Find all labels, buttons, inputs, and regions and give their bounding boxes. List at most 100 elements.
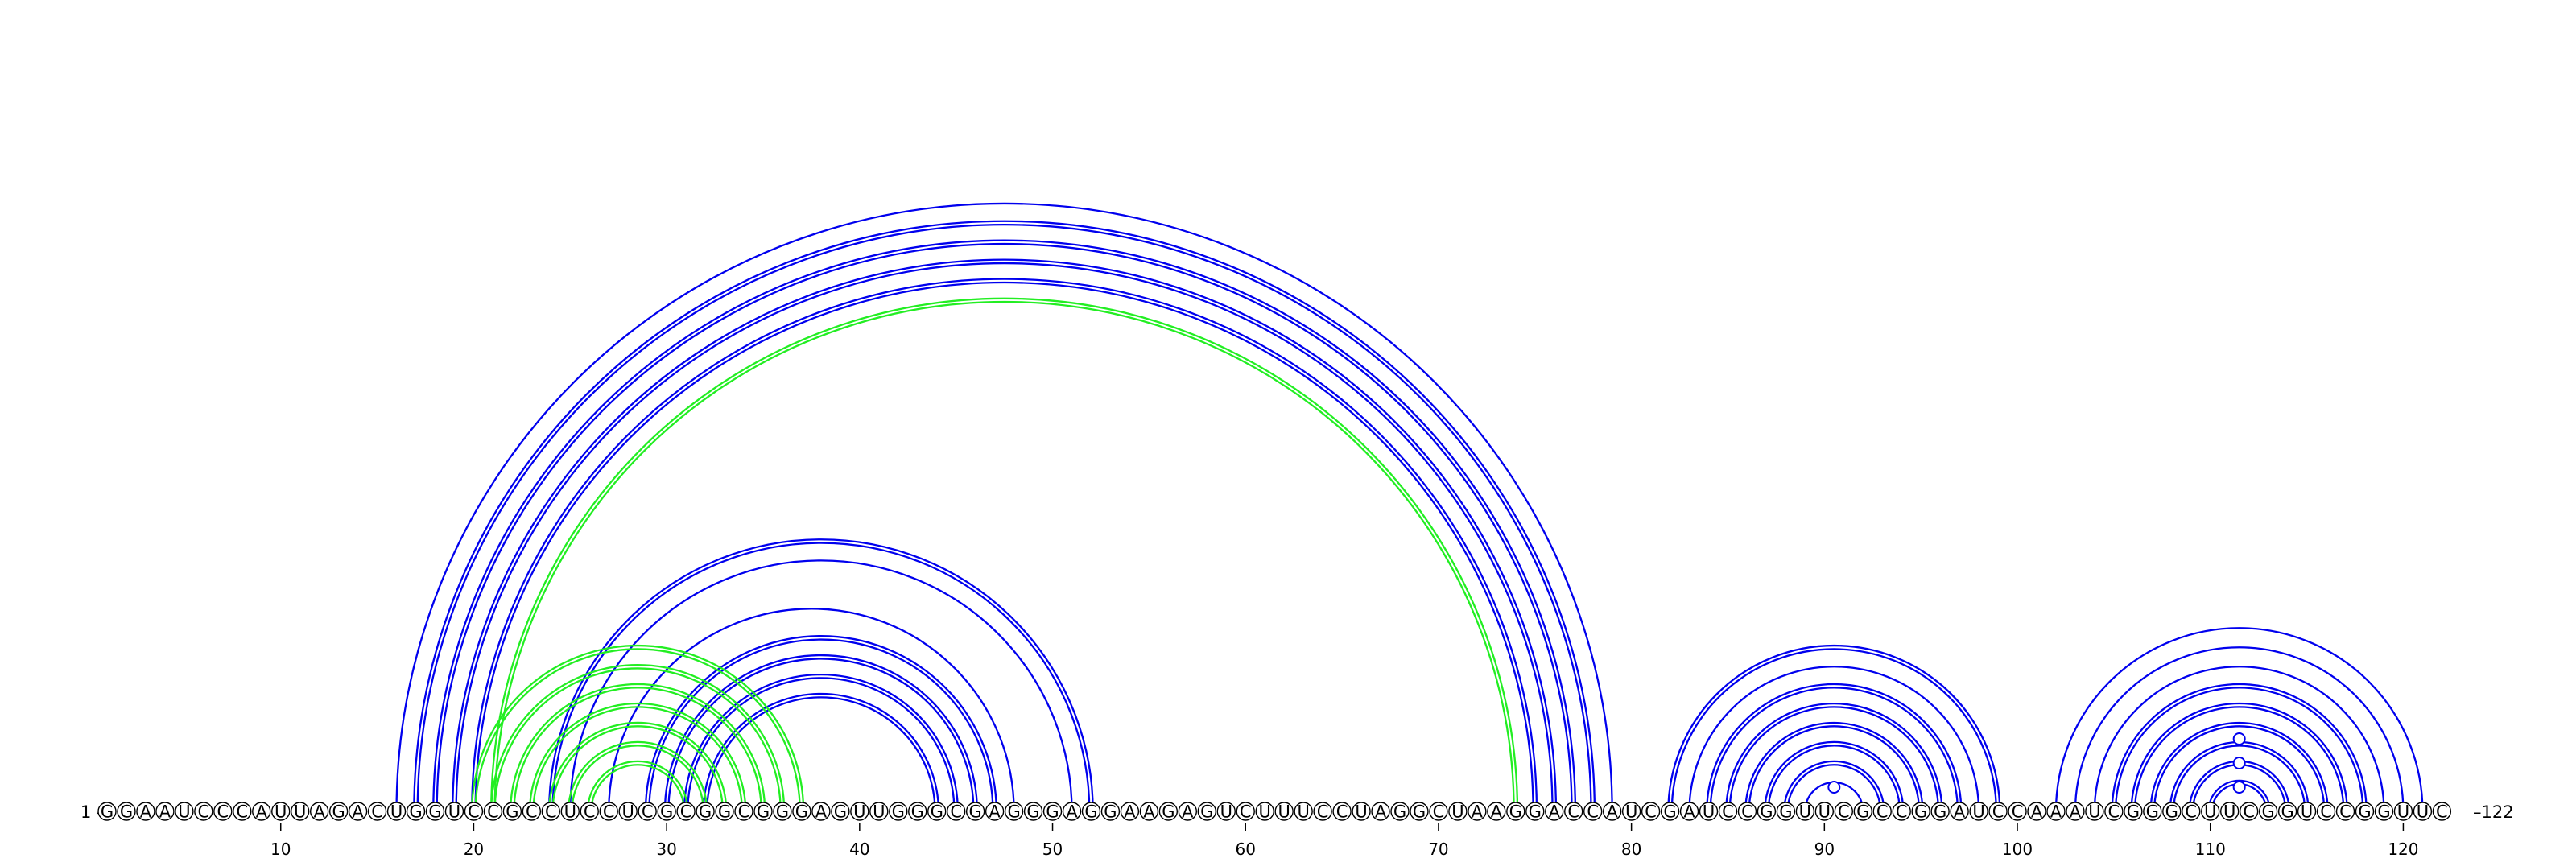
nucleotide-letter: A	[1143, 802, 1155, 822]
nucleotide-letter: A	[989, 802, 1001, 822]
base-pair-arc	[687, 677, 956, 812]
nucleotide-circle	[2277, 802, 2297, 821]
nucleotide-circle	[1255, 802, 1274, 821]
nucleotide: G	[696, 802, 715, 822]
nucleotide: C	[2316, 802, 2336, 822]
axis-tick-label: 100	[2002, 839, 2033, 858]
nucleotide-letter: C	[2185, 802, 2197, 822]
nucleotide-circle	[1062, 802, 1082, 821]
nucleotide-letter: A	[256, 802, 268, 822]
nucleotide-letter: U	[1259, 802, 1271, 822]
base-pair-arc	[648, 638, 994, 812]
nucleotide-circle	[753, 802, 773, 821]
nucleotide: G	[1776, 802, 1796, 822]
nucleotide-circle	[1468, 802, 1487, 821]
nucleotide: U	[1969, 802, 1988, 822]
nucleotide: C	[233, 802, 252, 822]
nucleotide: C	[1718, 802, 1738, 822]
nucleotide: C	[2432, 802, 2452, 822]
nucleotide-circle	[927, 802, 947, 821]
nucleotide: U	[175, 802, 194, 822]
axis-tick-label: 80	[1621, 839, 1641, 858]
nucleotide-circle	[811, 802, 831, 821]
nucleotide-circle	[1371, 802, 1390, 821]
nucleotide: C	[1641, 802, 1661, 822]
nucleotide-circle	[1795, 802, 1815, 821]
nucleotide-circle	[1930, 802, 1950, 821]
nucleotide-circle	[271, 802, 291, 821]
axis-tick-label: 110	[2195, 839, 2226, 858]
nucleotide: C	[1583, 802, 1603, 822]
nucleotide-circle	[1178, 802, 1198, 821]
nucleotide: U	[1216, 802, 1236, 822]
nucleotide: A	[309, 802, 329, 822]
base-pair-arc	[2153, 725, 2326, 812]
base-pair-arc	[455, 262, 1554, 812]
nucleotide: G	[1930, 802, 1950, 822]
nucleotide-letter: G	[2377, 802, 2390, 822]
nucleotide-circle	[1352, 802, 1371, 821]
nucleotide: C	[194, 802, 213, 822]
base-pair-arc	[528, 702, 747, 812]
nucleotide-circle	[1023, 802, 1043, 821]
nucleotide: A	[2066, 802, 2085, 822]
nucleotide-letter: G	[2261, 802, 2274, 822]
nucleotide-circle	[946, 802, 966, 821]
nucleotide-letter: A	[1472, 802, 1484, 822]
nucleotide-letter: U	[1220, 802, 1232, 822]
base-pair-arc	[1728, 706, 1940, 812]
nucleotide-letter: C	[642, 802, 654, 822]
base-pair-arc	[2133, 706, 2345, 812]
nucleotide-letter: C	[1992, 802, 2004, 822]
nucleotide: A	[1062, 802, 1082, 822]
nucleotide-letter: U	[1972, 802, 1984, 822]
nucleotide-circle	[1506, 802, 1525, 821]
nucleotide-letter: G	[1914, 802, 1927, 822]
base-pair-arc	[2111, 683, 2368, 812]
nucleotide-circle	[1988, 802, 2008, 821]
nucleotide-circle	[1081, 802, 1101, 821]
base-pair-arc	[2207, 779, 2271, 812]
nucleotide-circle	[2219, 802, 2240, 821]
base-pair-arc	[702, 692, 940, 812]
nucleotide-letter: A	[1066, 802, 1078, 822]
nucleotide-circle	[2393, 802, 2413, 821]
nucleotide-letter: C	[1645, 802, 1657, 822]
nucleotide: G	[792, 802, 811, 822]
nucleotide: G	[117, 802, 136, 822]
axis-tick-label: 90	[1814, 839, 1835, 858]
nucleotide-circle	[908, 802, 927, 821]
base-pair-arc	[413, 220, 1596, 812]
nucleotide-letter: G	[699, 802, 712, 822]
nucleotide: C	[638, 802, 657, 822]
nucleotide-letter: U	[622, 802, 634, 822]
nucleotide-circle	[2374, 802, 2394, 821]
nucleotide-circle	[464, 802, 484, 821]
nucleotide: A	[155, 802, 175, 822]
nucleotide-circle	[386, 802, 407, 821]
nucleotide-circle	[1004, 802, 1024, 821]
nucleotide-letter: G	[911, 802, 924, 822]
nucleotide-letter: C	[2243, 802, 2255, 822]
nucleotide: A	[1545, 802, 1564, 822]
nucleotide: C	[522, 802, 542, 822]
nucleotide-circle	[850, 802, 869, 821]
nucleotide: G	[2374, 802, 2394, 822]
nucleotide-circle	[309, 802, 329, 821]
nucleotide-letter: A	[2050, 802, 2062, 822]
nucleotide-letter: U	[1278, 802, 1290, 822]
nucleotide: A	[1487, 802, 1506, 822]
nucleotide-circle	[1602, 802, 1622, 821]
nucleotide-circle	[541, 802, 561, 821]
nucleotide-letter: U	[2204, 802, 2216, 822]
base-pair-arc	[474, 281, 1534, 812]
nucleotide-letter: G	[1084, 802, 1097, 822]
nucleotide-letter: C	[468, 802, 480, 822]
nucleotide: A	[348, 802, 368, 822]
nucleotide-letter: G	[409, 802, 422, 822]
nucleotide-circle	[1197, 802, 1216, 821]
nucleotide-circle	[444, 802, 464, 821]
nucleotide-letter: G	[2358, 802, 2371, 822]
nucleotide-letter: A	[1124, 802, 1136, 822]
nucleotide-letter: A	[2070, 802, 2082, 822]
